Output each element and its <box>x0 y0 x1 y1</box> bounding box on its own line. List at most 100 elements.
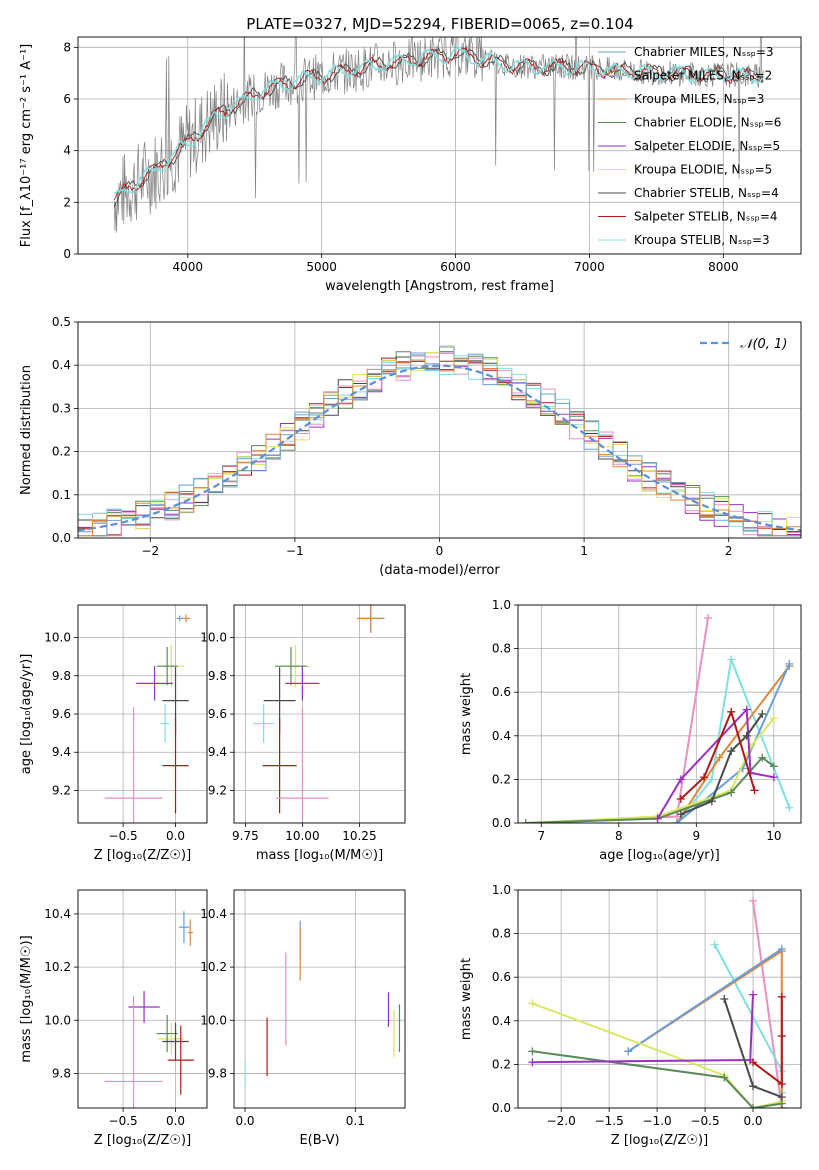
y-tick-label: 9.8 <box>52 1066 71 1080</box>
series-line <box>525 756 775 823</box>
age-vs-metallicity-panel: −0.5 0.0 9.2 9.4 9.6 9.8 10.0 Z [log₁₀(Z/Z☉)] ag… <box>19 604 208 863</box>
x-tick-label: 0.0 <box>166 829 185 843</box>
series-marker <box>777 944 786 953</box>
series-line <box>680 708 756 800</box>
histogram-step <box>78 357 801 537</box>
y-tick-label: 9.2 <box>208 783 227 797</box>
x-axis-label: E(B-V) <box>299 1133 339 1148</box>
y-tick-label: 0.2 <box>492 772 511 786</box>
series-marker <box>528 1047 537 1056</box>
series-marker <box>777 992 786 1001</box>
series-marker <box>749 896 758 905</box>
spectrum-legend: Chabrier MILES, Nₛₛₚ=3 Salpeter MILES, Nₛ… <box>598 45 781 247</box>
axes-frame <box>233 604 406 824</box>
x-tick-label: 4000 <box>173 260 204 274</box>
y-tick-label: 2 <box>63 195 71 209</box>
series-marker <box>749 1058 758 1067</box>
x-tick-label: −1.5 <box>595 1114 624 1128</box>
grid <box>234 890 405 1108</box>
y-tick-label: 1.0 <box>492 598 511 612</box>
series-marker <box>769 773 778 782</box>
y-tick-label: 0.6 <box>492 685 511 699</box>
y-tick-label: 9.4 <box>52 745 71 759</box>
series-marker <box>749 1082 758 1091</box>
y-tick-label: 0.8 <box>492 927 511 941</box>
series-line <box>532 1050 782 1108</box>
x-tick-label: 0.0 <box>743 1114 762 1128</box>
series-marker <box>653 814 662 823</box>
series-marker <box>727 707 736 716</box>
series-marker <box>742 705 751 714</box>
y-axis-label: mass [log₁₀(M/M☉)] <box>19 935 34 1062</box>
x-tick-label: −0.5 <box>109 1114 138 1128</box>
axes-frame <box>77 321 802 539</box>
series-marker <box>672 819 681 823</box>
x-tick-label: −1.0 <box>643 1114 672 1128</box>
x-tick-label: 10 <box>766 829 781 843</box>
legend-entry: Chabrier MILES, Nₛₛₚ=3 <box>634 45 774 59</box>
y-tick-label: 9.2 <box>52 783 71 797</box>
y-tick-label: 0.4 <box>492 1014 511 1028</box>
y-tick-label: 9.8 <box>208 1066 227 1080</box>
grid <box>78 890 207 1108</box>
legend-entry: Salpeter ELODIE, Nₛₛₚ=5 <box>634 139 780 153</box>
y-tick-label: 10.0 <box>200 1013 227 1027</box>
grid <box>518 889 801 1109</box>
y-tick-label: 0.2 <box>492 1057 511 1071</box>
x-tick-label: −0.5 <box>109 829 138 843</box>
x-axis-label: wavelength [Angstrom, rest frame] <box>325 279 554 294</box>
series-marker <box>785 803 794 812</box>
series-marker <box>703 614 712 623</box>
y-tick-label: 1.0 <box>492 883 511 897</box>
axes-frame <box>77 36 802 255</box>
y-tick-label: 10.2 <box>200 960 227 974</box>
series-marker <box>521 819 530 823</box>
y-tick-label: 10.4 <box>200 907 227 921</box>
series-line <box>532 994 754 1064</box>
y-tick-label: 9.8 <box>208 669 227 683</box>
x-axis-label: Z [log₁₀(Z/Z☉)] <box>94 1133 191 1148</box>
series-marker <box>750 786 759 795</box>
y-tick-label: 0.4 <box>492 729 511 743</box>
axes-frame <box>517 889 802 1109</box>
series-marker <box>769 714 778 723</box>
series-marker <box>777 1093 786 1102</box>
plot-area <box>104 911 194 1108</box>
model-spectrum-line <box>114 44 764 194</box>
y-tick-label: 9.6 <box>208 707 227 721</box>
legend-entry: Salpeter STELIB, Nₛₛₚ=4 <box>634 210 778 224</box>
mass-vs-metallicity-panel: −0.5 0.0 9.8 10.0 10.2 10.4 Z [log₁₀(Z/Z☉)] mas… <box>19 889 208 1148</box>
y-tick-label: 0.4 <box>52 358 71 372</box>
x-tick-label: 9 <box>693 829 701 843</box>
series-marker <box>676 810 685 819</box>
series-marker <box>749 1104 758 1108</box>
model-spectrum-line <box>113 47 764 208</box>
x-tick-label: 7000 <box>574 260 605 274</box>
x-axis-label: mass [log₁₀(M/M☉)] <box>256 848 383 863</box>
x-tick-label: −0.5 <box>690 1114 719 1128</box>
residual-histogram-panel: −2 −1 0 1 2 0.0 0.1 0.2 0.3 0.4 0.5 (data-model)/er… <box>19 315 802 578</box>
series-marker <box>676 775 685 784</box>
y-tick-label: 9.8 <box>52 669 71 683</box>
x-tick-label: 1 <box>580 544 588 558</box>
series-marker <box>707 797 716 806</box>
plot-area <box>113 37 764 233</box>
x-tick-label: 7 <box>537 829 545 843</box>
series-marker <box>710 940 719 949</box>
x-tick-label: −2.0 <box>547 1114 576 1128</box>
axes-frame <box>517 604 802 824</box>
normal-distribution-curve <box>78 364 801 532</box>
series-line <box>676 665 791 823</box>
series-marker <box>624 1047 633 1056</box>
x-axis-label: age [log₁₀(age/yr)] <box>599 848 720 863</box>
axes-frame <box>77 604 208 824</box>
y-tick-label: 10.4 <box>44 907 71 921</box>
legend-entry: Chabrier STELIB, Nₛₛₚ=4 <box>634 186 779 200</box>
legend-entry: 𝒩(0, 1) <box>740 337 787 352</box>
y-axis-label: age [log₁₀(age/yr)] <box>19 654 34 775</box>
series-line <box>627 948 783 1053</box>
series-marker <box>777 1080 786 1089</box>
legend-entry: Kroupa STELIB, Nₛₛₚ=3 <box>634 233 770 247</box>
x-axis-label: (data-model)/error <box>379 563 500 578</box>
plot-area <box>104 614 191 823</box>
